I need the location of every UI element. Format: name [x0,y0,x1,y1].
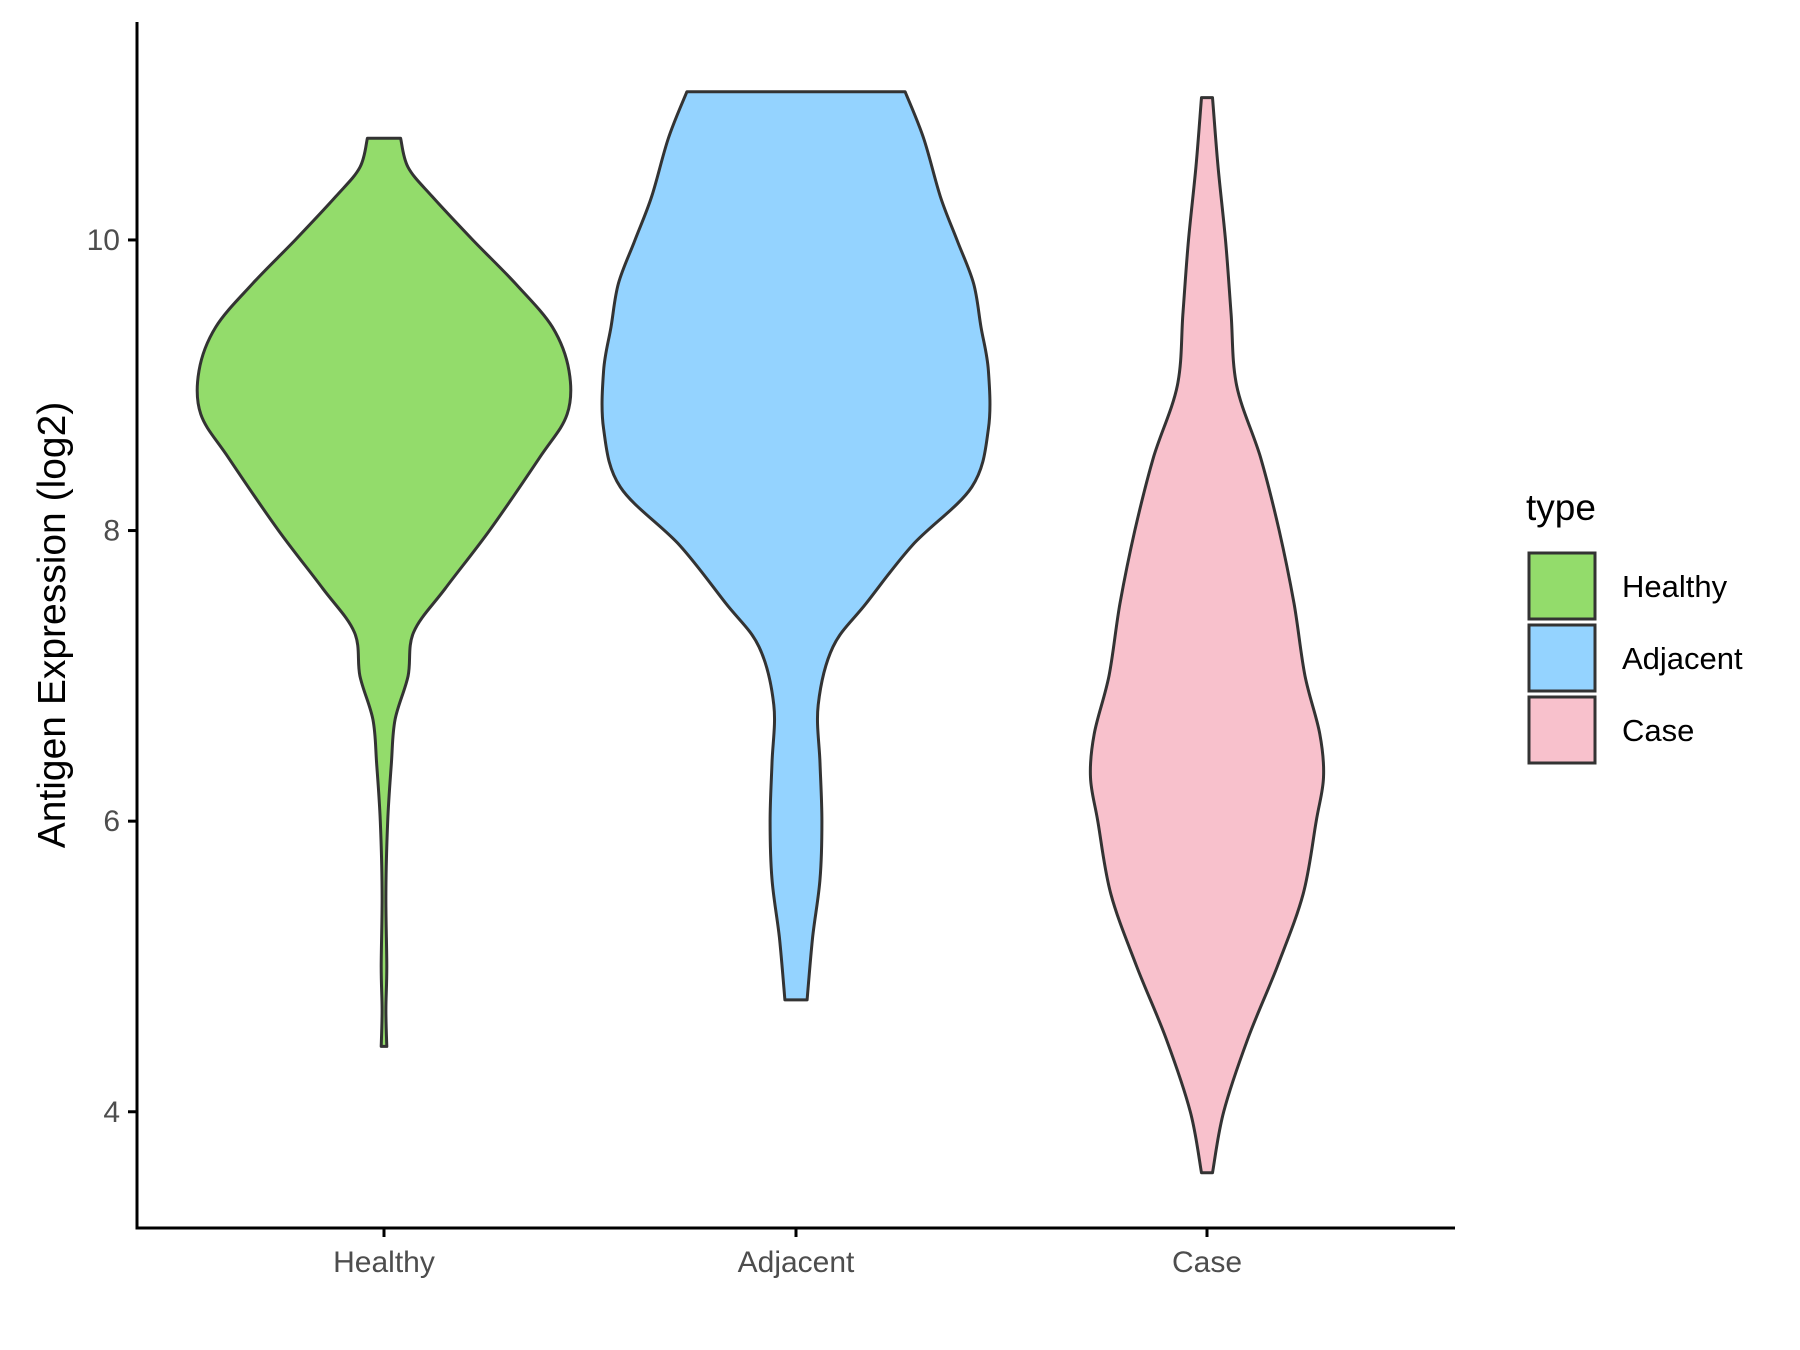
x-tick-label-healthy: Healthy [333,1246,435,1279]
x-tick-label-case: Case [1172,1246,1242,1279]
x-axis-ticks: Healthy Adjacent Case [333,1228,1242,1279]
legend-label-healthy: Healthy [1622,569,1728,604]
legend-label-case: Case [1622,713,1694,748]
legend-items: Healthy Adjacent Case [1527,551,1743,765]
violin-case [1088,96,1326,1175]
legend-title: type [1526,487,1596,528]
y-tick-label: 10 [87,224,120,257]
y-tick-label: 4 [103,1096,120,1129]
y-tick-label: 6 [103,805,120,838]
legend-key-adjacent [1527,623,1597,693]
y-axis-ticks: 4 6 8 10 [87,224,137,1129]
violin-healthy [195,136,573,1048]
legend: type Healthy Adjacent Case [1526,487,1743,765]
legend-key-healthy [1527,551,1597,621]
violins-layer [195,90,1326,1175]
legend-label-adjacent: Adjacent [1622,641,1743,676]
violin-adjacent [600,90,992,1002]
x-tick-label-adjacent: Adjacent [738,1246,855,1279]
y-tick-label: 8 [103,515,120,548]
legend-key-case [1527,695,1597,765]
y-axis-title: Antigen Expression (log2) [31,402,74,849]
